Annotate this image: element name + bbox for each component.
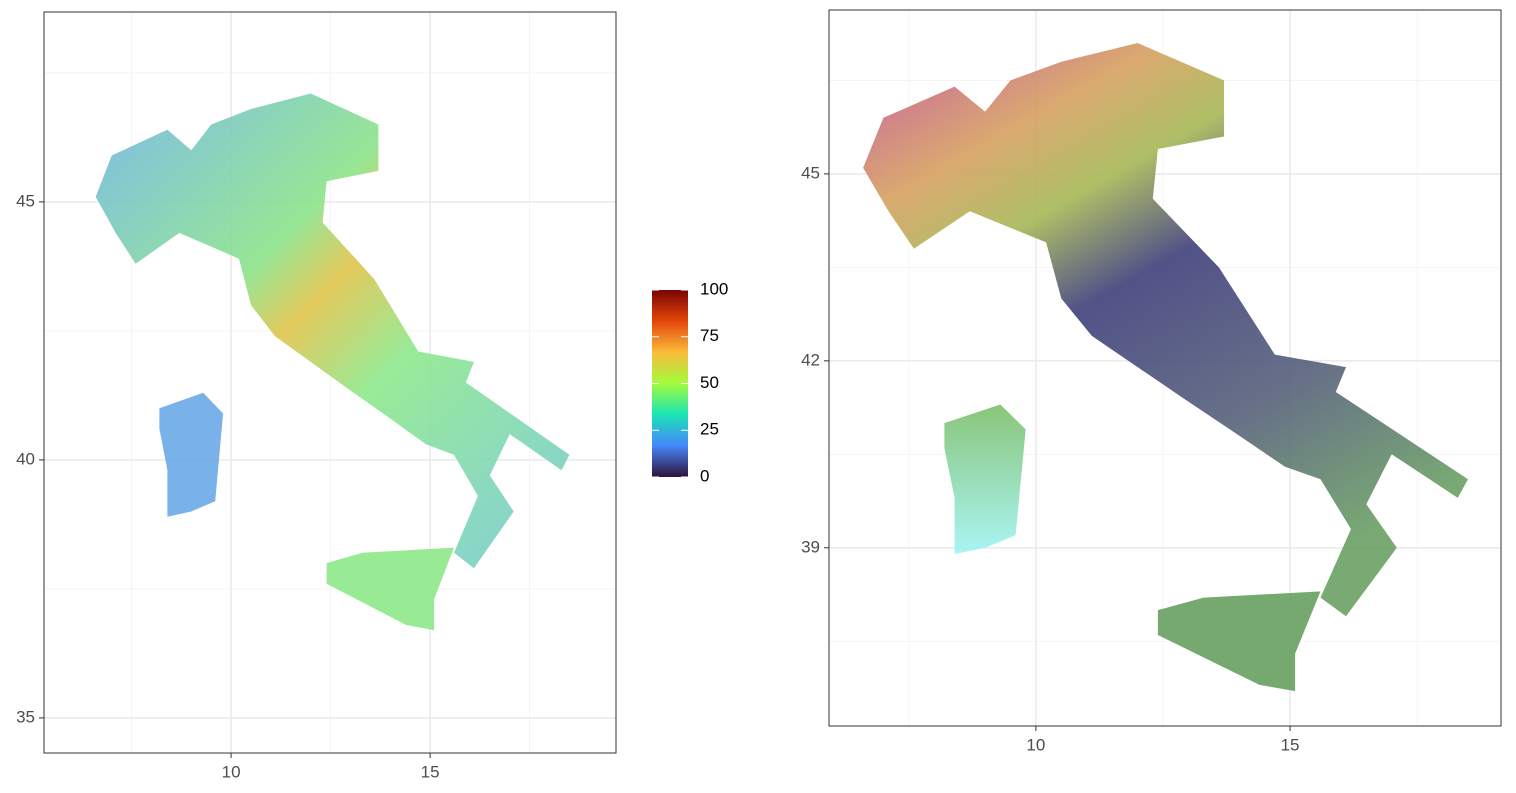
panel-border [43,11,617,754]
panel-border [828,9,1502,727]
colorbar-label: 75 [700,326,719,345]
colorbar-label: 0 [700,466,709,485]
y-tick-label: 42 [801,350,820,369]
y-tick-label: 35 [16,707,35,726]
colorbar-label: 100 [700,279,728,298]
y-tick-label: 45 [801,163,820,182]
colorbar-label: 25 [700,420,719,439]
y-tick-label: 45 [16,191,35,210]
x-tick-label: 15 [421,762,440,781]
region-sicily [326,547,454,631]
region-mainland [95,93,570,569]
x-tick-label: 10 [222,762,241,781]
y-tick-label: 40 [16,449,35,468]
region-sicily [1157,591,1321,692]
x-tick-label: 10 [1026,735,1045,754]
region-mainland [863,43,1468,617]
y-tick-label: 39 [801,537,820,556]
x-tick-label: 15 [1281,735,1300,754]
region-sardinia [159,392,224,517]
colorbar-label: 50 [700,373,719,392]
region-sardinia [944,404,1026,554]
